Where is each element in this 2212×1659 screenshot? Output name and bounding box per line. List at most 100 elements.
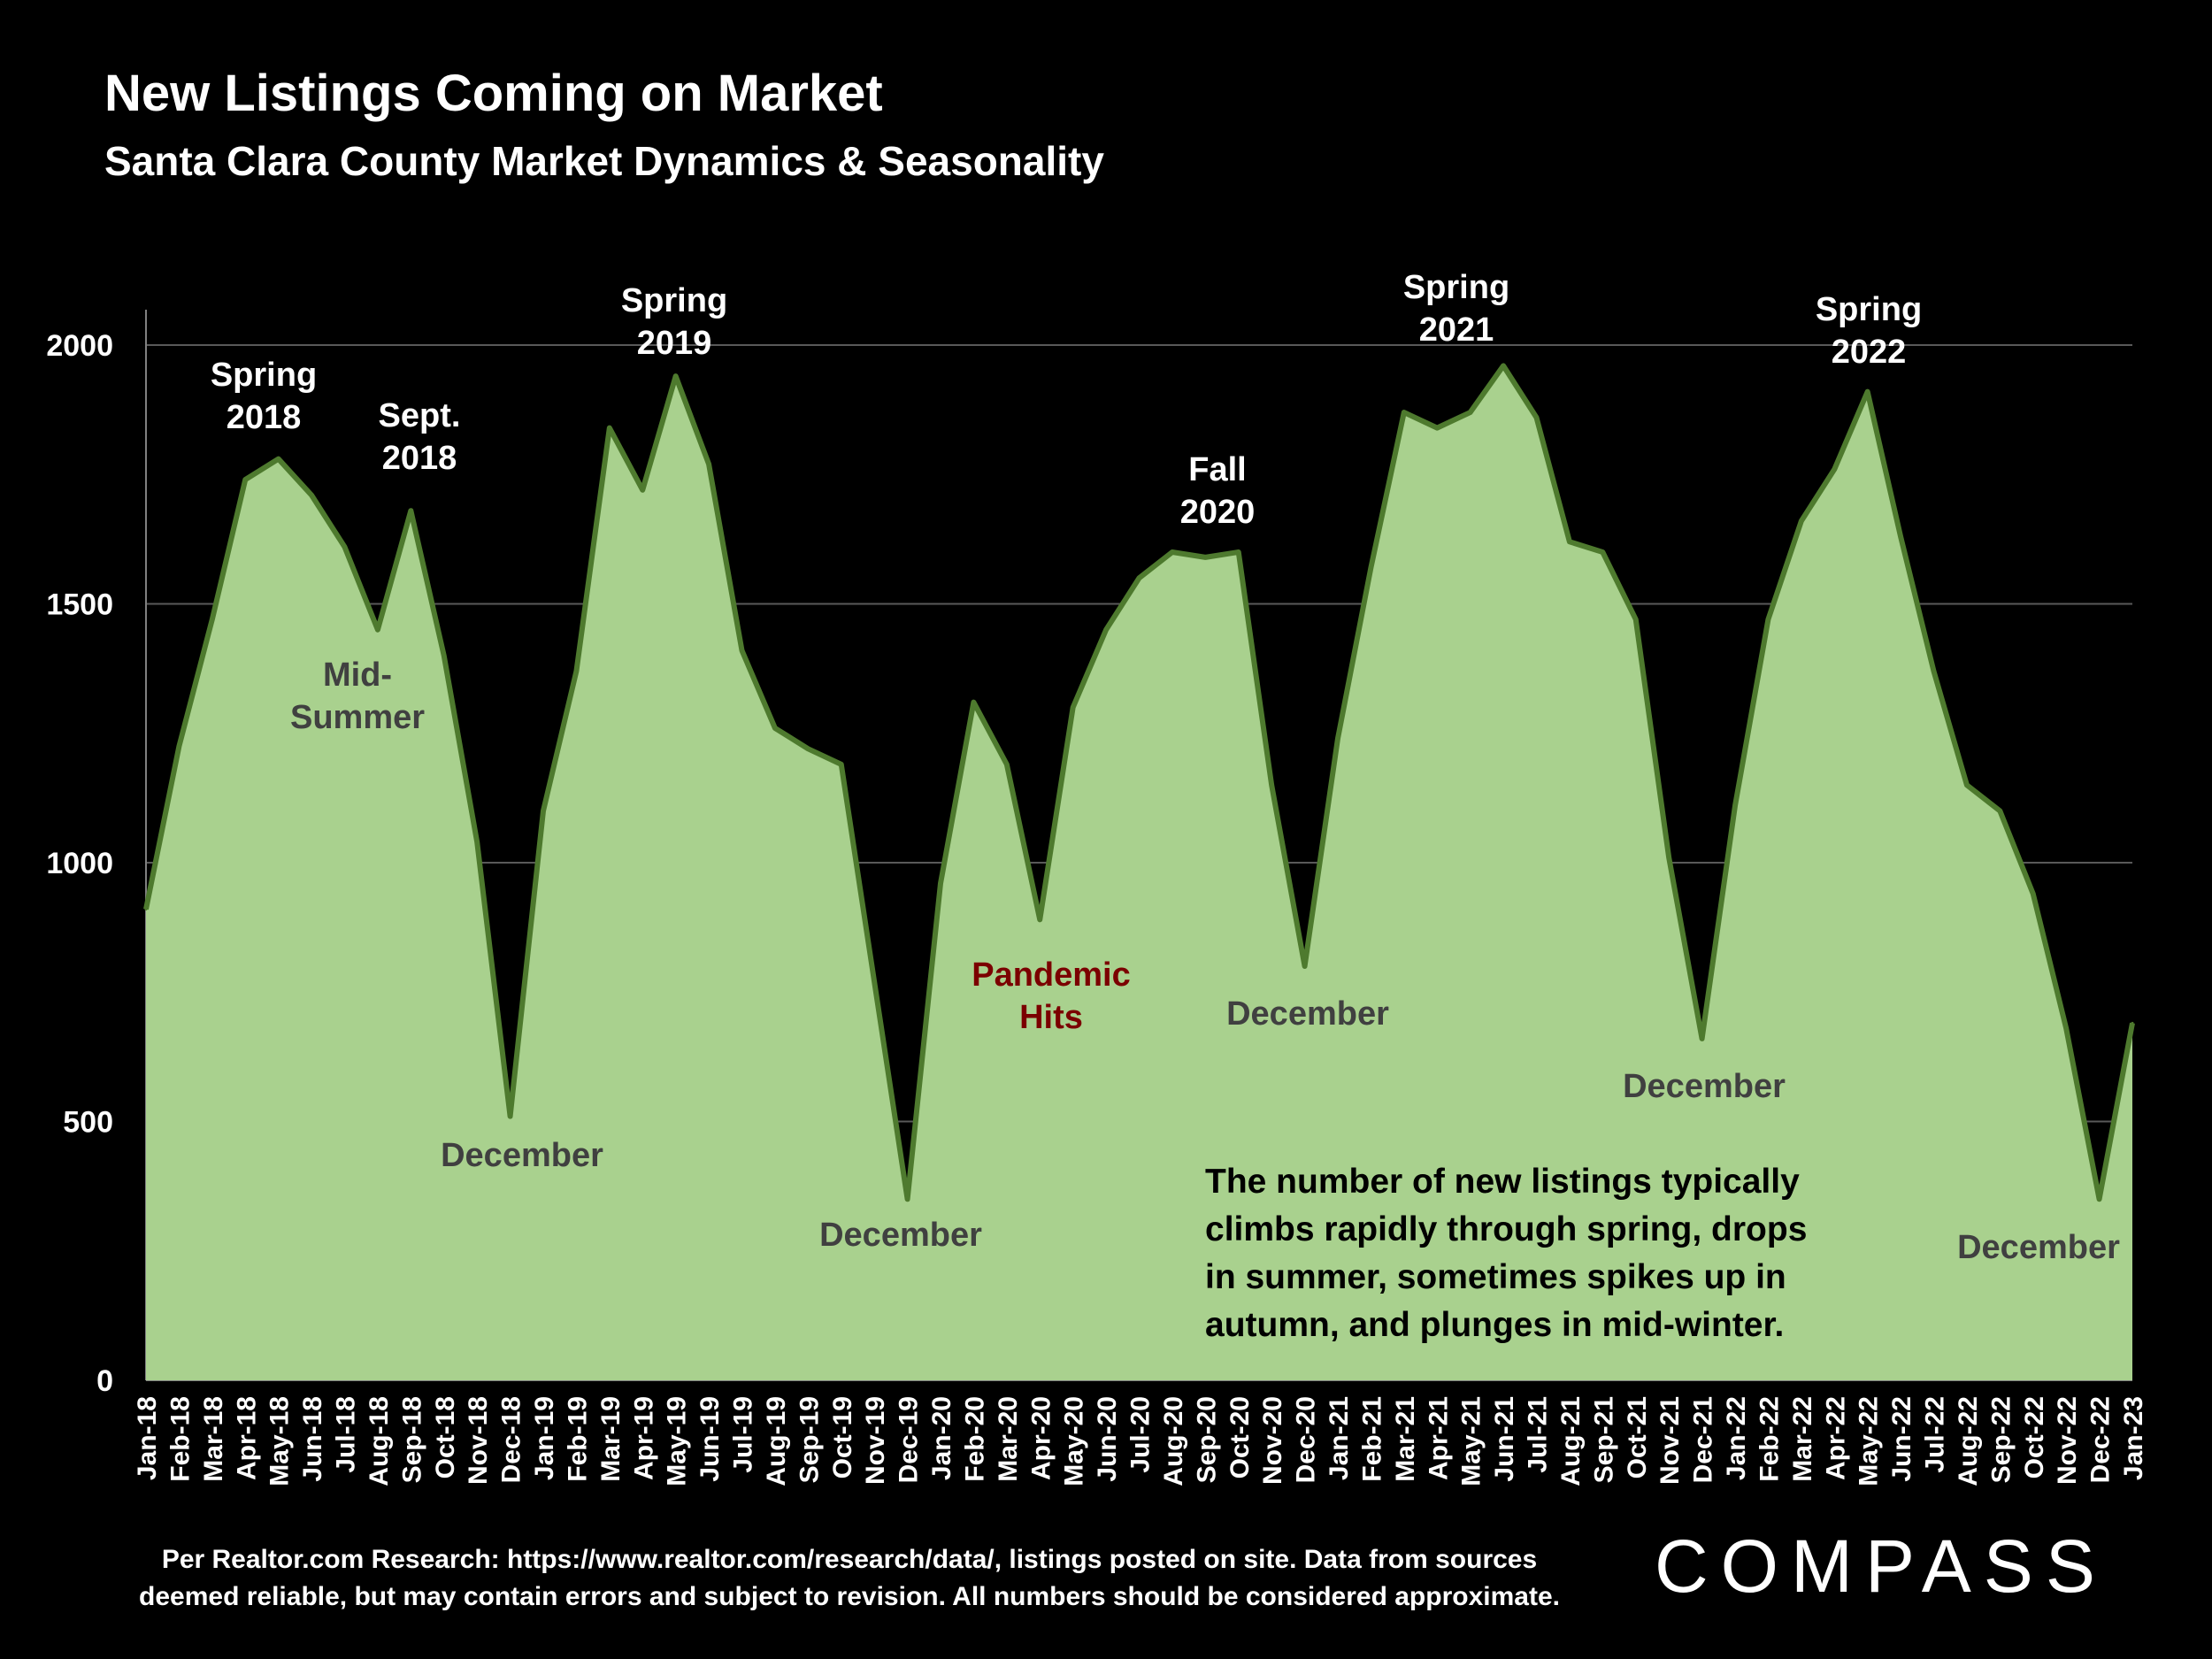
x-tick-label: Feb-22 xyxy=(1755,1396,1784,1482)
x-tick-label: Jun-21 xyxy=(1490,1396,1519,1482)
x-tick-label: Jun-19 xyxy=(695,1396,725,1482)
x-axis-ticks: Jan-18 Feb-18 Mar-18 Apr-18 May-18 Jun-18 Jul-… xyxy=(133,1396,2148,1486)
annotation-line: 2018 xyxy=(382,440,457,477)
x-tick-label: Dec-22 xyxy=(2086,1396,2116,1483)
data-point xyxy=(1502,364,1505,367)
x-tick-label: Jul-20 xyxy=(1126,1396,1156,1473)
data-point xyxy=(1336,737,1340,741)
chart-title: New Listings Coming on Market xyxy=(104,65,883,122)
data-point xyxy=(1634,618,1638,621)
annotation-line: December xyxy=(1226,995,1389,1033)
data-point xyxy=(310,494,313,497)
x-tick-label: Feb-20 xyxy=(960,1396,989,1482)
data-point xyxy=(442,654,446,657)
annotation-line: 2020 xyxy=(1180,494,1256,531)
annotation-line: 2021 xyxy=(1419,311,1494,349)
x-tick-label: Apr-22 xyxy=(1821,1396,1850,1480)
x-tick-label: Oct-20 xyxy=(1225,1396,1255,1479)
x-tick-label: Mar-21 xyxy=(1391,1396,1420,1482)
annotation-december: December xyxy=(1226,995,1389,1033)
annotation-december: December xyxy=(819,1217,982,1254)
x-tick-label: Jan-20 xyxy=(927,1396,956,1480)
annotation-pandemic-hits: Pandemic Hits xyxy=(972,956,1131,1036)
x-tick-label: Jan-22 xyxy=(1722,1396,1751,1480)
data-point xyxy=(641,488,644,492)
x-tick-label: Nov-20 xyxy=(1258,1396,1287,1485)
callout-line: climbs rapidly through spring, drops xyxy=(1205,1210,1807,1248)
annotation-line: Spring xyxy=(1816,291,1922,328)
data-point xyxy=(2064,1026,2068,1030)
x-tick-label: May-19 xyxy=(663,1396,692,1486)
x-tick-label: Feb-19 xyxy=(563,1396,592,1482)
y-axis-ticks: 0 500 1000 1500 2000 xyxy=(46,329,113,1398)
x-tick-label: Jul-22 xyxy=(1921,1396,1950,1473)
data-point xyxy=(1733,804,1737,808)
x-tick-label: Sep-21 xyxy=(1589,1396,1618,1483)
x-tick-label: Jun-18 xyxy=(298,1396,327,1482)
data-point xyxy=(277,457,280,461)
x-tick-label: Aug-21 xyxy=(1556,1396,1586,1486)
x-tick-label: Nov-18 xyxy=(464,1396,493,1485)
data-point xyxy=(1766,618,1770,621)
x-tick-label: Nov-22 xyxy=(2053,1396,2082,1485)
annotation-december: December xyxy=(1957,1229,2120,1266)
x-tick-label: May-18 xyxy=(265,1396,295,1486)
annotation-spring-2018: Spring 2018 xyxy=(211,357,317,436)
data-point xyxy=(243,478,247,481)
data-point xyxy=(1535,416,1538,419)
x-tick-label: Mar-19 xyxy=(596,1396,626,1482)
data-point xyxy=(475,841,479,844)
annotation-december: December xyxy=(1623,1068,1786,1105)
x-tick-label: Oct-19 xyxy=(828,1396,857,1479)
x-tick-label: May-22 xyxy=(1855,1396,1884,1486)
x-tick-label: Sep-22 xyxy=(1986,1396,2016,1483)
x-tick-label: Jul-19 xyxy=(729,1396,758,1473)
x-tick-label: Aug-22 xyxy=(1954,1396,1983,1486)
data-point xyxy=(840,763,843,766)
x-tick-label: Jun-20 xyxy=(1093,1396,1122,1482)
callout-line: in summer, sometimes spikes up in xyxy=(1205,1258,1786,1296)
data-point xyxy=(2131,1021,2134,1025)
x-tick-label: Mar-18 xyxy=(199,1396,228,1482)
x-tick-label: Apr-18 xyxy=(232,1396,261,1480)
annotation-spring-2022: Spring 2022 xyxy=(1816,291,1922,371)
chart-subtitle: Santa Clara County Market Dynamics & Sea… xyxy=(104,138,1104,184)
x-tick-label: Sep-20 xyxy=(1192,1396,1221,1483)
callout-line: autumn, and plunges in mid-winter. xyxy=(1205,1306,1784,1344)
annotation-line: Spring xyxy=(211,357,317,394)
data-point xyxy=(1667,856,1671,859)
data-point xyxy=(1138,576,1141,580)
y-tick-label: 1000 xyxy=(46,847,113,880)
annotation-line: Spring xyxy=(1403,269,1509,306)
data-point xyxy=(773,726,777,730)
data-point xyxy=(1402,411,1406,414)
annotation-sept-2018: Sept. 2018 xyxy=(379,397,461,477)
x-tick-label: Dec-21 xyxy=(1689,1396,1718,1483)
annotation-spring-2021: Spring 2021 xyxy=(1403,269,1509,349)
series-area xyxy=(143,363,2135,1380)
data-point xyxy=(376,628,380,632)
data-point xyxy=(1932,670,1935,673)
source-note-line: deemed reliable, but may contain errors … xyxy=(139,1582,1560,1611)
x-tick-label: Mar-20 xyxy=(994,1396,1023,1482)
data-point xyxy=(741,649,743,652)
annotation-line: Summer xyxy=(290,699,425,736)
x-tick-label: May-21 xyxy=(1457,1396,1486,1486)
data-point xyxy=(906,1197,910,1201)
annotation-line: December xyxy=(1623,1068,1786,1105)
x-tick-label: Nov-21 xyxy=(1655,1396,1685,1485)
data-point xyxy=(608,426,611,430)
x-tick-label: Sep-19 xyxy=(795,1396,824,1483)
data-point xyxy=(1800,519,1803,523)
data-point xyxy=(1270,783,1273,787)
annotation-line: 2022 xyxy=(1832,334,1907,371)
data-point xyxy=(1899,534,1902,538)
annotation-line: Mid- xyxy=(323,657,392,694)
callout-text: The number of new listings typically clim… xyxy=(1205,1163,1807,1344)
annotation-december: December xyxy=(441,1137,603,1174)
x-tick-label: Feb-21 xyxy=(1357,1396,1386,1482)
x-tick-label: Aug-19 xyxy=(762,1396,791,1486)
annotation-line: Fall xyxy=(1188,451,1246,488)
x-tick-label: Dec-20 xyxy=(1292,1396,1321,1483)
compass-logo: COMPASS xyxy=(1655,1525,2108,1608)
